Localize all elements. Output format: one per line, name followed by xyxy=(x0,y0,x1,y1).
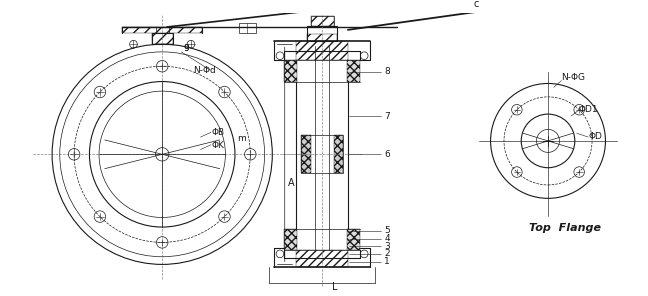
Text: 6: 6 xyxy=(384,150,390,159)
Text: A: A xyxy=(288,178,294,188)
Bar xyxy=(296,41,348,60)
Text: ΦK: ΦK xyxy=(212,141,225,149)
Bar xyxy=(347,229,360,250)
Text: 4: 4 xyxy=(384,234,390,243)
Text: ΦD1: ΦD1 xyxy=(579,105,598,114)
Bar xyxy=(301,135,310,173)
Text: ΦD: ΦD xyxy=(588,132,602,141)
Bar xyxy=(284,229,297,250)
Bar xyxy=(307,26,338,41)
Bar xyxy=(239,23,256,33)
Text: 7: 7 xyxy=(384,112,390,120)
Text: 1: 1 xyxy=(384,257,390,266)
Bar xyxy=(296,250,348,267)
Text: L: L xyxy=(332,282,337,292)
Bar xyxy=(152,33,173,44)
Text: N-Φd: N-Φd xyxy=(193,66,216,75)
Bar xyxy=(301,135,343,173)
Text: m: m xyxy=(237,134,246,143)
Bar xyxy=(334,135,343,173)
Bar xyxy=(307,34,338,41)
Text: N-ΦG: N-ΦG xyxy=(561,73,585,82)
Text: c: c xyxy=(473,0,479,9)
Bar xyxy=(156,27,169,33)
Text: 8: 8 xyxy=(384,67,390,76)
Text: 9: 9 xyxy=(183,44,189,53)
Bar xyxy=(310,17,334,26)
Text: 3: 3 xyxy=(384,242,390,251)
Text: ΦB: ΦB xyxy=(212,128,225,137)
Bar xyxy=(310,17,334,26)
Text: 9: 9 xyxy=(183,44,189,53)
Bar xyxy=(284,60,297,82)
Bar xyxy=(122,27,202,33)
Text: 2: 2 xyxy=(384,249,390,258)
Text: Top  Flange: Top Flange xyxy=(529,223,601,233)
Bar xyxy=(152,33,173,44)
Bar xyxy=(347,60,360,82)
Text: 5: 5 xyxy=(384,226,390,235)
